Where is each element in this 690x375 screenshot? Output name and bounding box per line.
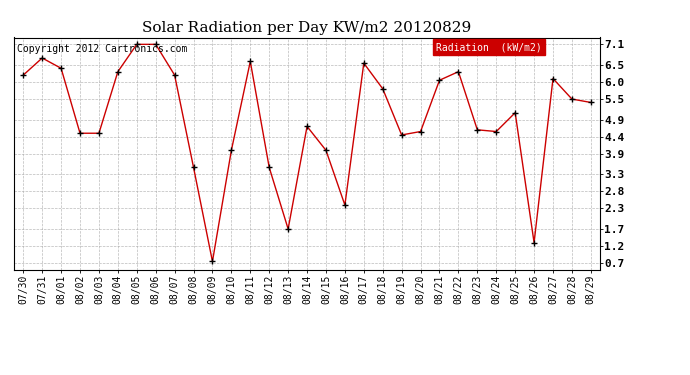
- Text: Copyright 2012 Cartronics.com: Copyright 2012 Cartronics.com: [17, 45, 187, 54]
- Title: Solar Radiation per Day KW/m2 20120829: Solar Radiation per Day KW/m2 20120829: [142, 21, 472, 35]
- Text: Radiation  (kW/m2): Radiation (kW/m2): [436, 42, 542, 52]
